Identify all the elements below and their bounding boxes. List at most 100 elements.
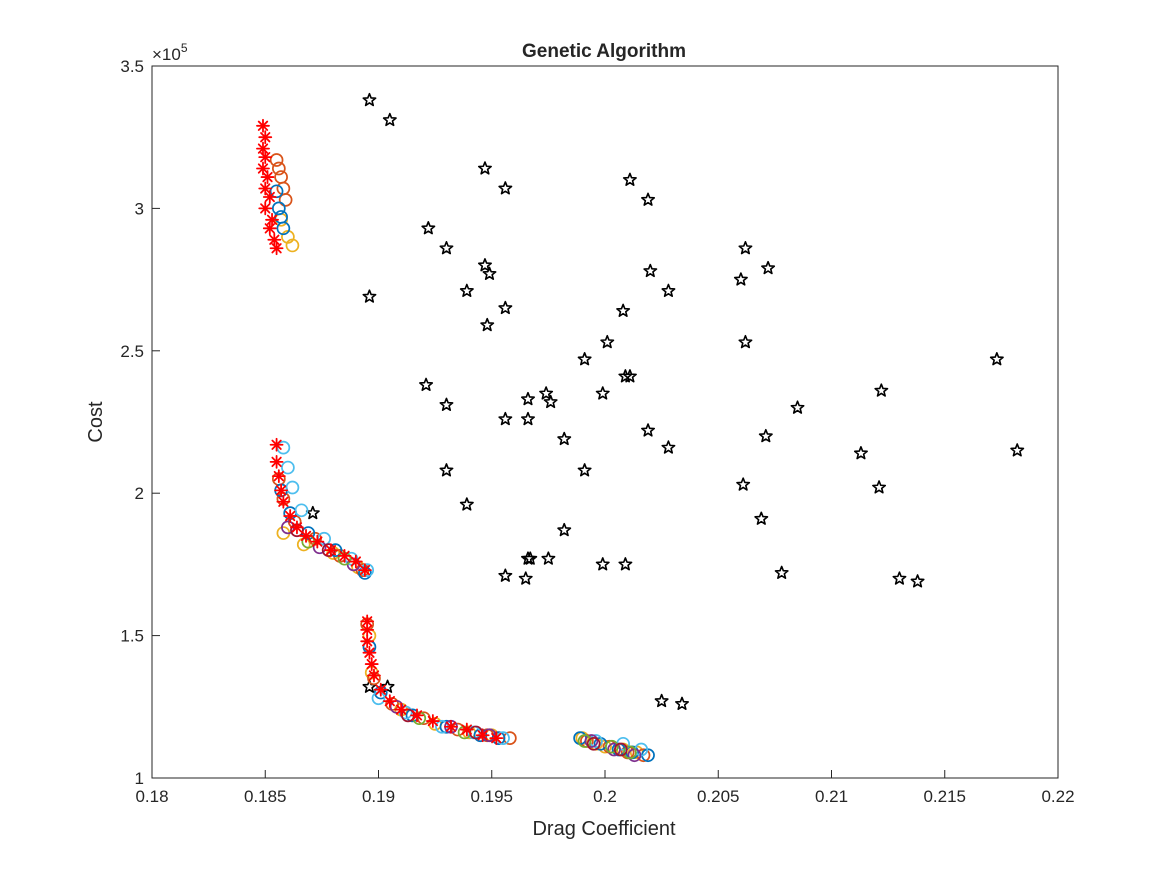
data-marks (256, 92, 1025, 763)
x-tick-label: 0.22 (1041, 787, 1074, 806)
initial-population-point (1010, 443, 1025, 457)
initial-population-point (382, 112, 397, 127)
initial-population-point (616, 303, 631, 317)
initial-population-point (439, 240, 454, 255)
y-tick-label: 2 (135, 484, 144, 503)
y-exponent-power: 5 (181, 41, 188, 55)
initial-population-point (622, 172, 637, 186)
generation-point (607, 742, 621, 757)
initial-population-point (989, 352, 1004, 366)
initial-population-point (738, 334, 753, 349)
generation-point (623, 745, 637, 760)
chart-title: Genetic Algorithm (522, 41, 686, 62)
generation-point (276, 221, 291, 236)
initial-population-point (595, 386, 610, 400)
initial-population-point (641, 423, 656, 437)
final-front-point (269, 454, 284, 469)
final-front-point (367, 668, 381, 683)
final-front-point (489, 731, 504, 746)
initial-population-point (498, 411, 513, 426)
initial-population-point (892, 571, 907, 585)
final-front-point (360, 614, 375, 629)
generation-point (285, 238, 300, 253)
final-front-point (299, 529, 313, 543)
generation-point (271, 201, 286, 216)
x-tick-label: 0.185 (244, 787, 287, 806)
y-axis-ticks: 1 1.5 2 2.5 3 3.5 (120, 57, 160, 788)
initial-population-point (595, 557, 610, 571)
final-front-point (262, 190, 277, 204)
initial-population-point (600, 334, 615, 349)
initial-population-point (874, 383, 889, 397)
final-front-point (258, 181, 273, 196)
final-front-point (373, 682, 388, 697)
initial-population-point (738, 240, 753, 255)
y-exponent-multiplier: ×105 (152, 41, 188, 64)
final-front-point (256, 141, 270, 156)
x-tick-label: 0.195 (470, 787, 513, 806)
final-front-point (265, 212, 279, 227)
generation-point (584, 734, 599, 748)
initial-population-point (477, 258, 492, 272)
generation-point (604, 739, 619, 754)
initial-population-point (419, 377, 434, 392)
x-axis-label: Drag Coefficient (532, 818, 675, 840)
generation-point (278, 193, 293, 207)
final-front-point (269, 241, 284, 256)
generation-point (271, 161, 286, 176)
initial-population-point (518, 571, 533, 585)
final-front-point (362, 645, 377, 660)
initial-population-point (439, 463, 454, 477)
final-front-point (360, 623, 375, 637)
final-front-point (425, 714, 440, 728)
generation-point (614, 742, 628, 757)
axes: 0.18 0.185 0.19 0.195 0.2 0.205 0.21 0.215 0.22 … (120, 57, 1074, 806)
y-tick-label: 1.5 (120, 627, 144, 646)
final-front-point (410, 708, 424, 723)
plot-area (152, 66, 1058, 778)
x-axis-ticks: 0.18 0.185 0.19 0.195 0.2 0.205 0.21 0.215 0.22 (135, 770, 1075, 806)
final-front-point (271, 469, 286, 484)
initial-population-point (539, 386, 554, 400)
final-front-point (364, 657, 379, 671)
generation-point (586, 736, 601, 751)
initial-population-point (661, 440, 676, 454)
initial-population-point (733, 272, 748, 286)
initial-population-point (641, 192, 656, 206)
initial-population-point (557, 522, 572, 537)
final-front-point (444, 719, 458, 734)
generation-point (294, 503, 309, 518)
y-exponent-base: ×10 (152, 45, 181, 64)
y-tick-label: 1 (135, 769, 144, 788)
initial-population-point (439, 397, 454, 411)
initial-population-point (362, 92, 377, 107)
initial-population-point (459, 497, 474, 511)
initial-population-point (618, 557, 633, 571)
initial-population-point (362, 289, 377, 303)
x-tick-label: 0.18 (135, 787, 168, 806)
final-front-point (348, 554, 363, 569)
final-front-point (360, 634, 375, 649)
final-front-point (459, 722, 474, 737)
final-front-point (324, 543, 338, 558)
final-front-point (256, 118, 270, 133)
final-front-point (260, 170, 275, 184)
final-front-point (267, 232, 282, 247)
initial-population-point (622, 369, 637, 383)
generation-point (281, 460, 295, 475)
initial-population-point (643, 263, 658, 278)
initial-population-point (661, 283, 676, 298)
x-tick-label: 0.19 (362, 787, 395, 806)
initial-population-point (477, 161, 492, 175)
initial-population-point (521, 391, 535, 406)
initial-population-point (774, 565, 789, 580)
y-tick-label: 3 (135, 199, 144, 218)
initial-population-point (523, 551, 538, 565)
y-tick-label: 2.5 (120, 342, 144, 361)
initial-population-point (853, 446, 868, 460)
y-axis-label: Cost (85, 401, 107, 443)
generation-point (577, 734, 592, 748)
final-front-point (258, 201, 273, 216)
initial-population-point (482, 266, 497, 280)
final-front-point (283, 509, 298, 523)
